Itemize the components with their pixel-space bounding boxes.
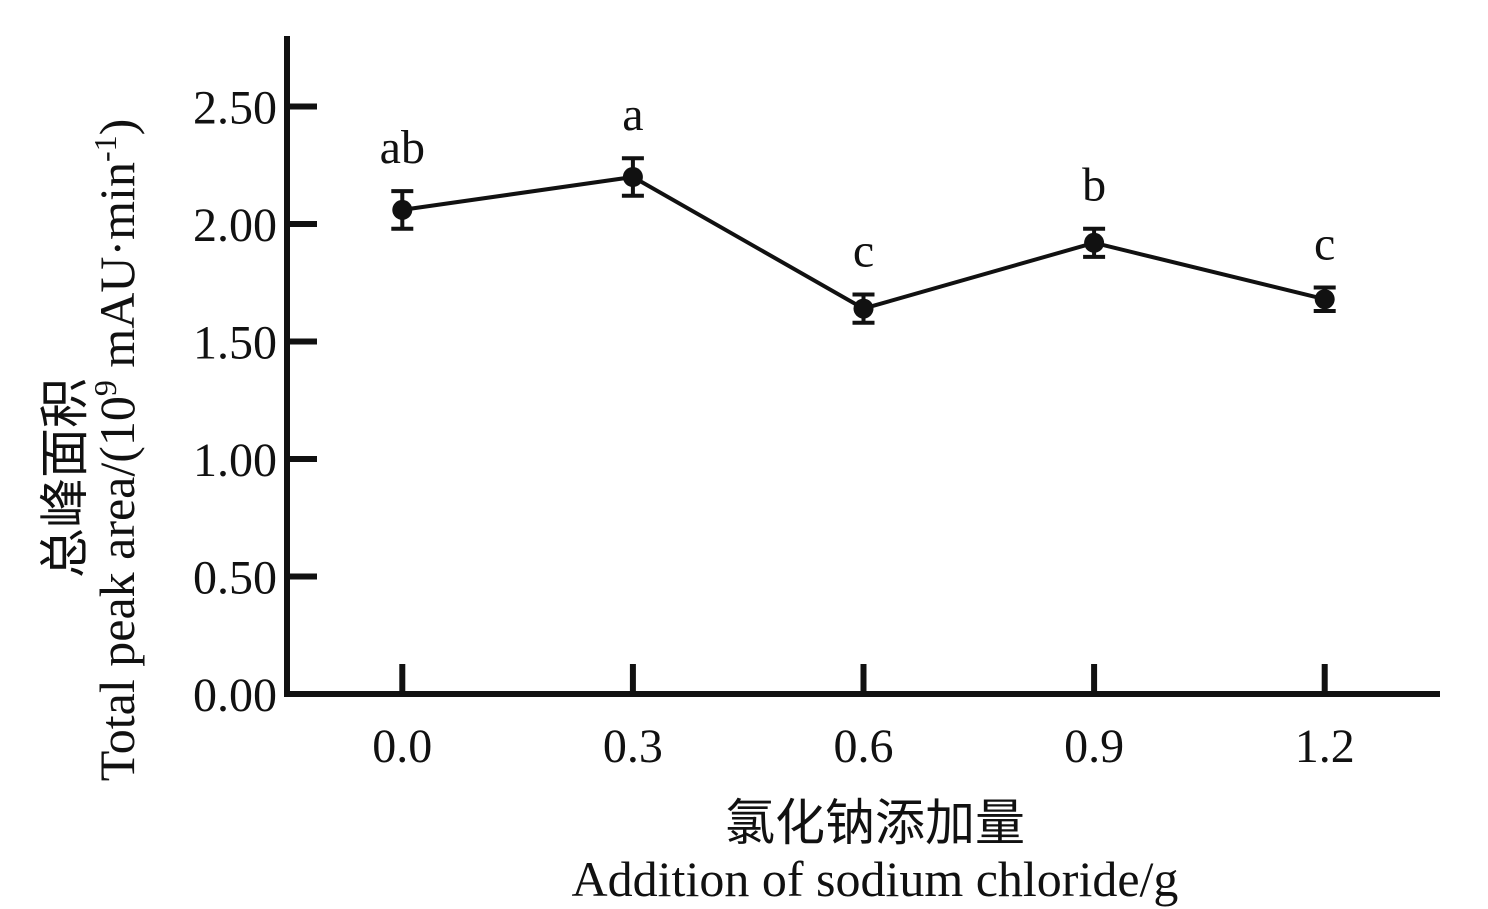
data-point: [1314, 289, 1335, 310]
y-axis-label-unit-exponent: -1: [87, 135, 123, 162]
x-tick-label: 0.3: [603, 720, 663, 773]
y-axis-ticks: 0.00 0.50 1.00 1.50 2.00 2.50: [193, 82, 317, 722]
y-axis-label-chinese: 总峰面积: [37, 378, 93, 578]
y-tick-label: 1.50: [193, 317, 277, 370]
data-point: [392, 199, 413, 220]
chart-axes: [284, 36, 1440, 697]
y-tick-label: 2.00: [193, 199, 277, 252]
y-axis-label-unit: mAU·min: [89, 162, 145, 380]
x-axis-label-english: Addition of sodium chloride/g: [572, 851, 1179, 907]
x-axis-ticks: 0.0 0.3 0.6 0.9 1.2: [372, 664, 1355, 773]
significance-label: ab: [380, 121, 425, 174]
chart-series: ab a c b c: [380, 88, 1336, 325]
y-tick-label: 2.50: [193, 82, 277, 135]
x-tick-label: 0.0: [372, 720, 432, 773]
y-tick-label: 1.00: [193, 434, 277, 487]
significance-label: b: [1082, 159, 1106, 212]
x-tick-label: 0.9: [1064, 720, 1124, 773]
x-tick-label: 0.6: [834, 720, 894, 773]
y-axis-label-close: ): [89, 119, 145, 136]
significance-label: c: [853, 225, 874, 278]
y-tick-label: 0.50: [193, 552, 277, 605]
x-axis-label-chinese: 氯化钠添加量: [725, 795, 1025, 851]
significance-label: c: [1314, 217, 1335, 270]
y-axis-label-main: Total peak area/(10: [89, 396, 145, 781]
y-axis-label-exponent: 9: [87, 380, 123, 396]
x-tick-label: 1.2: [1295, 720, 1355, 773]
data-point: [1084, 232, 1105, 253]
data-point: [853, 298, 874, 319]
y-axis-label-english: Total peak area/(109 mAU·min-1): [87, 119, 145, 782]
y-tick-label: 0.00: [193, 669, 277, 722]
significance-label: a: [622, 88, 643, 141]
data-point: [622, 167, 643, 187]
